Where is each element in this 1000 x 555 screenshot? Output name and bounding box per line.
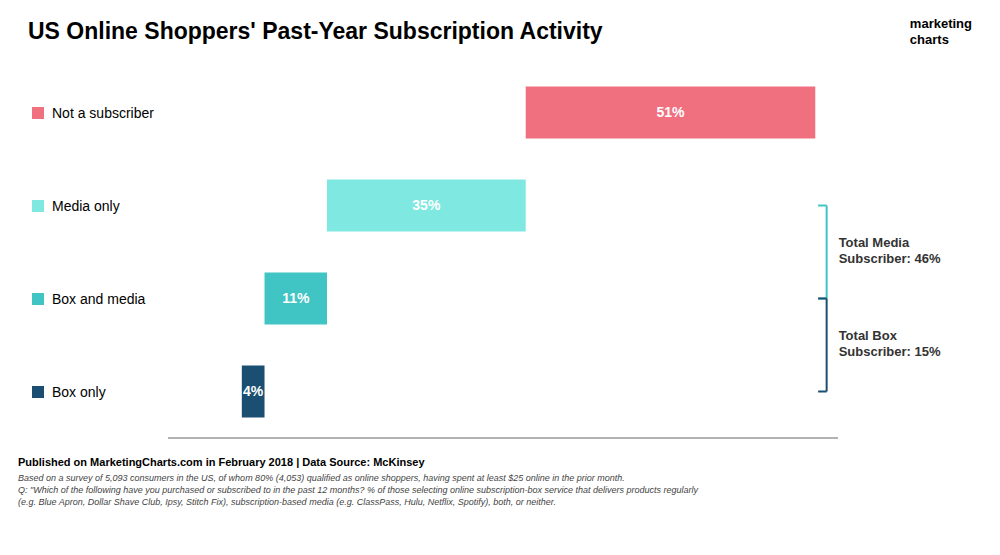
svg-text:4%: 4% bbox=[243, 383, 264, 399]
svg-text:11%: 11% bbox=[282, 290, 310, 306]
html-text:Published on MarketingCharts.c: Published on MarketingCharts.com in Febr… bbox=[18, 456, 425, 468]
svg-text:51%: 51% bbox=[656, 104, 685, 120]
html-text:Box and media: Box and media bbox=[52, 290, 146, 307]
html-text:US Online Shoppers' Past-Year: US Online Shoppers' Past-Year Subscripti… bbox=[28, 18, 603, 44]
svg-text:35%: 35% bbox=[412, 197, 441, 213]
html-text:marketing charts: marketing charts bbox=[909, 16, 972, 47]
html-text:Media only: Media only bbox=[52, 197, 120, 214]
html-text:Q: "Which of the following hav: Q: "Which of the following have you purc… bbox=[18, 485, 699, 495]
svg-text:Total BoxSubscriber: 15%: Total BoxSubscriber: 15% bbox=[839, 328, 941, 359]
svg-text:Total MediaSubscriber: 46%: Total MediaSubscriber: 46% bbox=[839, 235, 941, 266]
html-text:(e.g. Blue Apron, Dollar Shave: (e.g. Blue Apron, Dollar Shave Club, Ips… bbox=[18, 497, 556, 507]
html-text:Box only: Box only bbox=[52, 383, 106, 400]
html-text:Not a subscriber: Not a subscriber bbox=[52, 104, 154, 121]
html-text:Based on a survey of 5,093 con: Based on a survey of 5,093 consumers in … bbox=[18, 473, 625, 483]
